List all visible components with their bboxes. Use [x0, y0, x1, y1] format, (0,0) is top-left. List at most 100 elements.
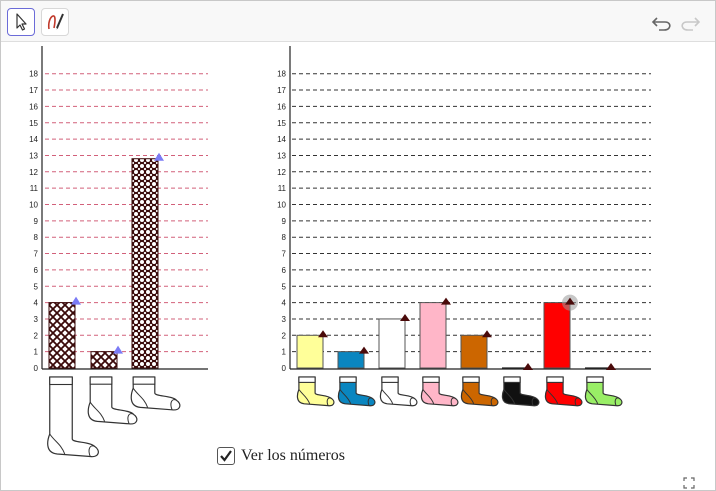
y-tick-label: 1 [34, 348, 39, 357]
bar-handle [606, 363, 616, 370]
bar-handle [359, 346, 369, 354]
bar-handle [154, 152, 164, 161]
bar [378, 318, 406, 369]
y-tick-label: 7 [34, 250, 39, 259]
checkbox-box[interactable] [217, 447, 235, 465]
bar [131, 158, 159, 369]
y-tick-label: 4 [282, 299, 287, 308]
y-tick-label: 10 [29, 201, 38, 210]
color-sock-icon-heel [546, 389, 559, 404]
bar [48, 302, 76, 369]
bar-handle [400, 313, 410, 321]
y-tick-label: 6 [282, 266, 287, 275]
redo-icon[interactable] [679, 14, 701, 32]
color-sock-icon-toe [367, 397, 373, 406]
y-tick-label: 12 [277, 168, 286, 177]
long-sock-icon-cuff [49, 376, 73, 386]
color-sock-icon-toe [614, 397, 620, 406]
y-tick-label: 1 [282, 348, 287, 357]
checkbox-label: Ver los números [241, 447, 345, 464]
y-tick-label: 8 [282, 233, 287, 242]
short-sock-icon-heel [132, 387, 149, 408]
show-numbers-checkbox[interactable]: Ver los números [217, 447, 345, 465]
color-sock-icon-heel [381, 389, 394, 404]
y-tick-label: 16 [29, 102, 38, 111]
color-sock-icon-heel [586, 389, 599, 404]
pen-tool-button[interactable] [41, 8, 69, 36]
bar-handle [113, 345, 123, 354]
sock-images [47, 376, 623, 458]
color-sock-icon-toe [326, 397, 332, 406]
pen-icon [47, 13, 64, 30]
short-sock-icon [130, 376, 181, 411]
mid-sock-icon-toe [127, 413, 134, 424]
bar [419, 302, 447, 369]
long-sock-icon-toe [88, 445, 95, 457]
y-tick-label: 9 [282, 217, 287, 226]
y-tick-label: 18 [277, 70, 286, 79]
y-tick-label: 17 [29, 86, 38, 95]
y-tick-label: 11 [278, 184, 287, 193]
undo-icon[interactable] [651, 14, 673, 32]
check-icon [220, 450, 232, 462]
mid-sock-icon-heel [89, 401, 106, 422]
bar [337, 351, 365, 369]
color-sock-icon-heel [462, 389, 475, 404]
color-sock-icon-cuff [586, 376, 604, 383]
color-sock-icon-heel [422, 389, 435, 404]
color-sock-icon-cuff [298, 376, 316, 383]
y-tick-label: 7 [282, 250, 287, 259]
color-sock-icon-heel [339, 389, 352, 404]
y-tick-label: 11 [30, 184, 39, 193]
y-tick-label: 15 [29, 119, 38, 128]
color-sock-icon-toe [450, 397, 456, 406]
color-sock-icon-cuff [339, 376, 357, 383]
y-tick-label: 10 [277, 201, 286, 210]
y-tick-label: 14 [29, 135, 38, 144]
bar [90, 351, 118, 369]
color-sock-icon-cuff [422, 376, 440, 383]
bar [460, 334, 488, 369]
y-tick-label: 6 [34, 266, 39, 275]
bar-handle [318, 330, 328, 338]
color-sock-icon-toe [490, 397, 496, 406]
y-tick-label: 17 [277, 86, 286, 95]
bar [543, 302, 571, 369]
y-tick-label: 3 [34, 315, 39, 324]
fullscreen-icon[interactable] [683, 477, 695, 489]
color-sock-icon-toe [409, 397, 415, 406]
mid-sock-icon-cuff [89, 376, 113, 385]
color-sock-icon-toe [574, 397, 580, 406]
bar-handle [523, 363, 533, 370]
arrow-cursor-icon [16, 13, 27, 31]
color-sock-icon-toe [531, 397, 537, 406]
y-tick-label: 18 [29, 70, 38, 79]
y-tick-label: 12 [29, 168, 38, 177]
y-tick-label: 4 [34, 299, 39, 308]
color-sock-icon-cuff [381, 376, 399, 383]
mid-sock-icon [87, 376, 138, 425]
bar-handle [565, 297, 575, 305]
y-tick-label: 5 [34, 282, 39, 291]
short-sock-icon-cuff [132, 376, 156, 385]
y-tick-label: 0 [34, 364, 39, 373]
color-sock-icon-cuff [462, 376, 480, 383]
y-tick-label: 14 [277, 135, 286, 144]
y-tick-label: 0 [282, 364, 287, 373]
short-sock-icon-toe [170, 399, 177, 410]
y-tick-label: 2 [282, 331, 287, 340]
y-tick-label: 15 [277, 119, 286, 128]
color-sock-icon-cuff [503, 376, 521, 383]
y-tick-label: 5 [282, 282, 287, 291]
bar-handle [482, 330, 492, 338]
bar-handle [71, 296, 81, 305]
color-sock-icon-heel [503, 389, 516, 404]
move-tool-button[interactable] [7, 8, 35, 36]
long-sock-icon [47, 376, 99, 458]
toolbar [1, 1, 715, 42]
y-tick-label: 2 [34, 331, 39, 340]
